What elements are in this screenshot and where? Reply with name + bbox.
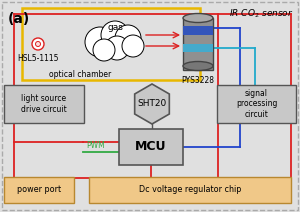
Text: PYS3228: PYS3228 [182,76,214,85]
Text: optical chamber: optical chamber [49,70,111,79]
FancyBboxPatch shape [2,2,298,210]
Ellipse shape [183,61,213,71]
FancyBboxPatch shape [183,26,213,35]
FancyBboxPatch shape [119,129,183,165]
Text: Dc voltage regulator chip: Dc voltage regulator chip [139,186,241,194]
Circle shape [35,42,40,46]
FancyBboxPatch shape [4,85,84,123]
FancyBboxPatch shape [89,177,291,203]
Text: IR CO$_2$ sensor: IR CO$_2$ sensor [230,8,294,21]
Text: HSL5-1115: HSL5-1115 [17,54,59,63]
FancyBboxPatch shape [183,18,213,70]
Polygon shape [135,84,169,124]
Circle shape [115,25,141,51]
Circle shape [101,21,129,49]
Circle shape [122,35,144,57]
Ellipse shape [183,14,213,22]
FancyBboxPatch shape [183,44,213,52]
Text: PWM: PWM [86,141,105,150]
Text: gas: gas [107,24,123,32]
Text: (a): (a) [8,12,30,26]
Circle shape [105,36,129,60]
Circle shape [93,39,115,61]
Circle shape [32,38,44,50]
FancyBboxPatch shape [217,85,296,123]
Text: SHT20: SHT20 [137,99,166,109]
Text: light source
drive circuit: light source drive circuit [21,94,67,114]
Circle shape [85,27,115,57]
Text: MCU: MCU [135,141,167,153]
FancyBboxPatch shape [4,177,74,203]
Text: signal
processing
circuit: signal processing circuit [236,89,277,119]
Text: power port: power port [17,186,61,194]
